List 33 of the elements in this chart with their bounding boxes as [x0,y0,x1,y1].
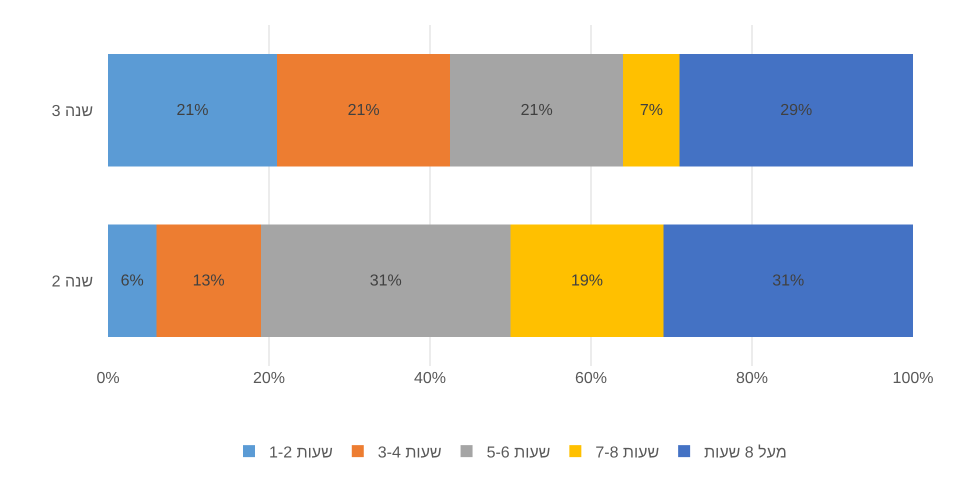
bar [450,54,624,167]
legend-label: 1-2 שעות [269,444,333,462]
y-tick-label: שנה 2 [52,273,93,290]
data-label: 7% [640,102,663,119]
data-label: 21% [348,102,380,119]
bar [260,224,510,338]
legend-label: מעל 8 שעות [704,443,787,462]
bar [277,54,450,167]
x-tick-label: 80% [736,370,768,387]
data-label: 13% [192,272,225,290]
bar [108,54,278,167]
bar [623,54,680,167]
x-tick-label: 60% [574,370,608,387]
data-label: 21% [176,102,209,119]
x-tick-label: 20% [252,370,286,387]
x-tick-label: 40% [414,370,446,387]
bar [680,54,913,167]
data-label: 29% [780,102,812,119]
data-label: 6% [120,272,144,290]
bar [156,224,261,338]
bar [510,224,664,338]
legend-label: 7-8 שעות [595,444,660,462]
bar [108,224,156,338]
legend-label: 3-4 שעות [378,444,442,462]
data-label: 31% [370,272,402,290]
data-label: 31% [772,272,804,290]
x-tick-label: 0% [96,370,120,387]
x-tick-label: 100% [892,370,934,387]
bar [663,224,913,338]
legend-label: 5-6 שעות [486,444,550,462]
data-label: 19% [570,272,603,290]
data-label: 21% [520,102,553,119]
y-tick-label: שנה 3 [52,102,93,120]
